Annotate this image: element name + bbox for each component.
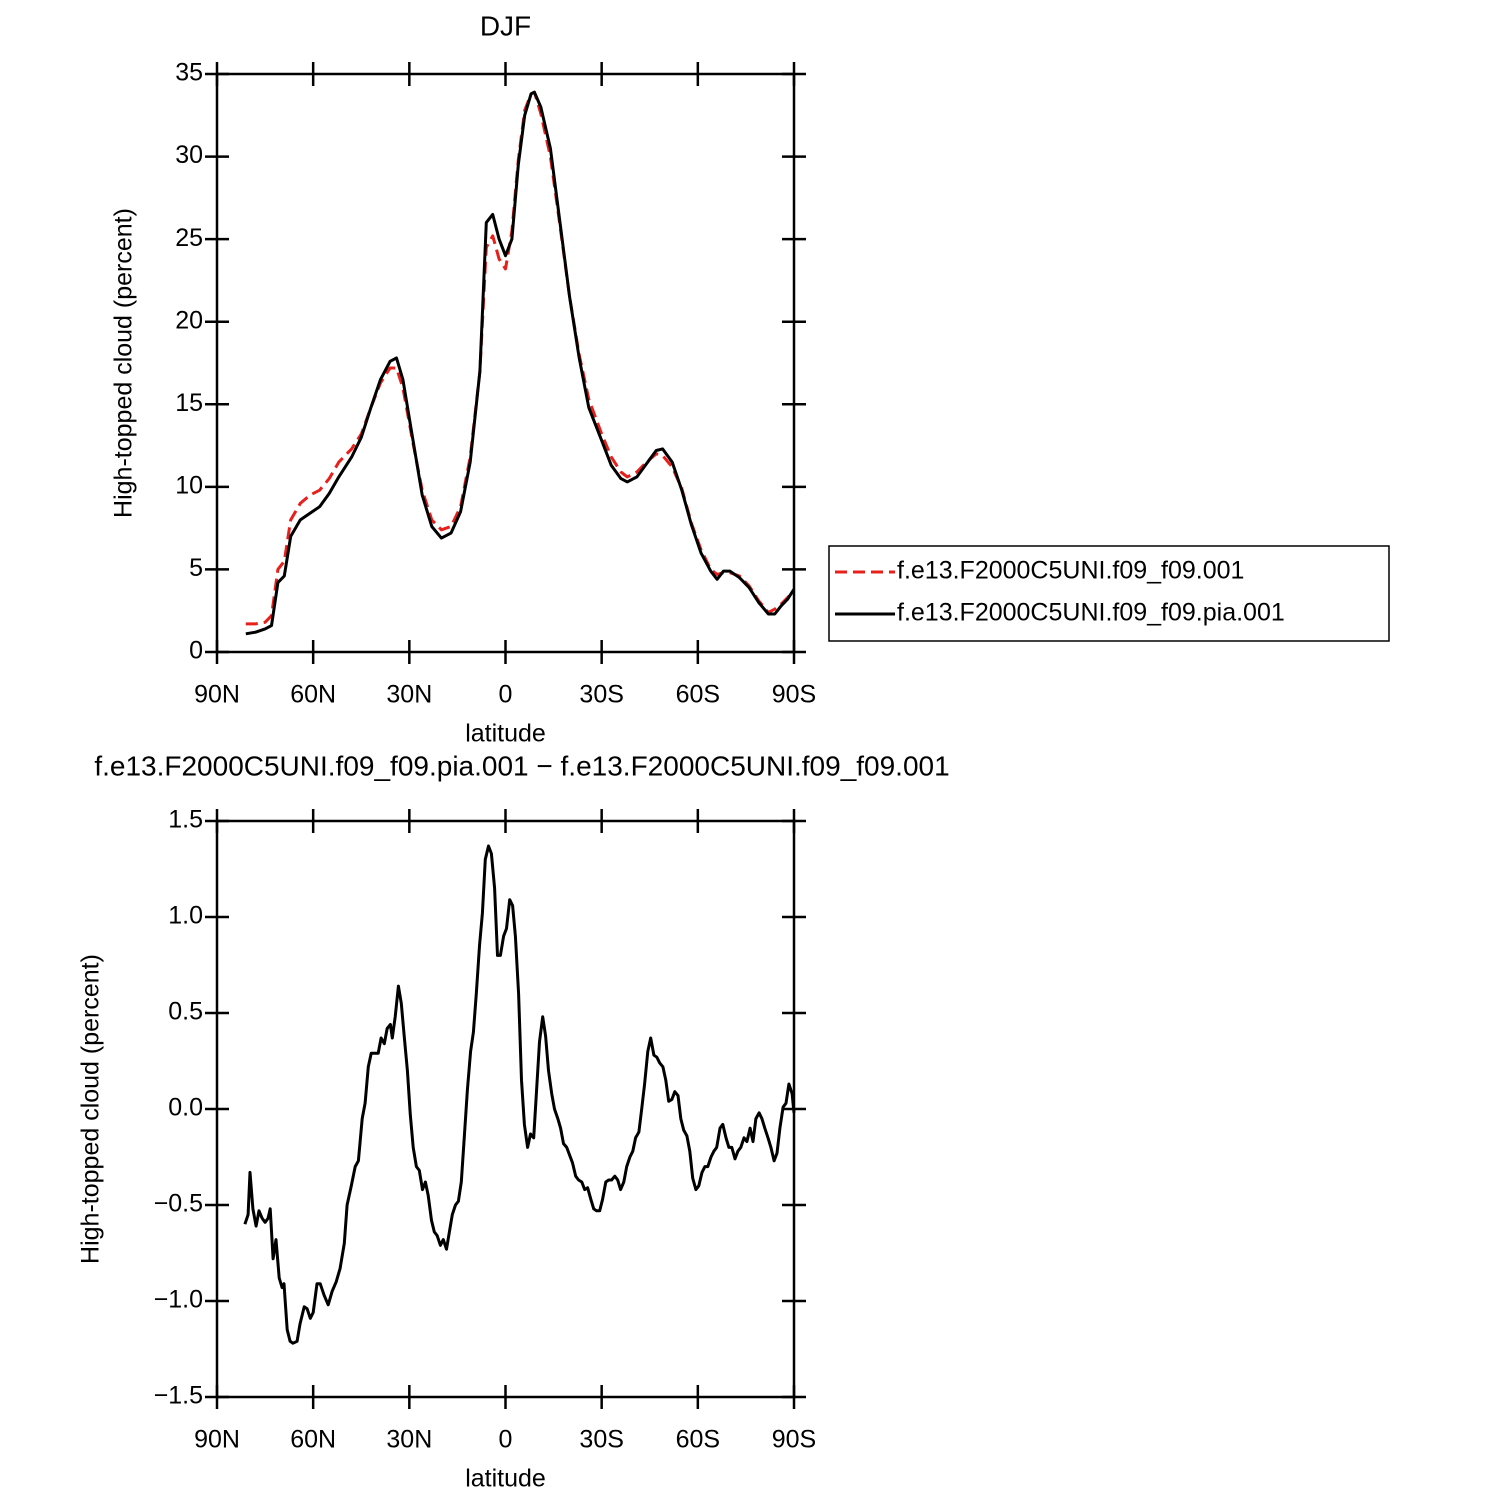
x-tick-label: 0 (499, 1426, 513, 1454)
x-tick-label: 30S (579, 681, 623, 709)
x-tick-label: 60N (290, 681, 336, 709)
x-tick-label: 30S (579, 1426, 623, 1454)
x-tick-label: 90N (194, 1426, 240, 1454)
data-line (245, 90, 796, 626)
y-tick-label: 15 (175, 389, 203, 417)
x-tick-label: 60N (290, 1426, 336, 1454)
y-tick-label: 35 (175, 59, 203, 87)
y-tick-label: −1.5 (154, 1382, 203, 1410)
x-tick-label: 60S (676, 681, 720, 709)
x-tick-label: 90S (772, 1426, 816, 1454)
x-tick-label: 0 (499, 681, 513, 709)
legend-label: f.e13.F2000C5UNI.f09_f09.pia.001 (897, 599, 1285, 627)
y-tick-label: 1.5 (168, 806, 203, 834)
y-axis-label: High-topped cloud (percent) (77, 954, 105, 1264)
x-tick-label: 90S (772, 681, 816, 709)
x-tick-label: 90N (194, 681, 240, 709)
y-tick-label: 5 (189, 554, 203, 582)
y-tick-label: 0 (189, 637, 203, 665)
y-axis-label: High-topped cloud (percent) (110, 208, 138, 518)
data-line (243, 844, 796, 1345)
x-tick-label: 30N (386, 1426, 432, 1454)
chart-title: DJF (480, 10, 531, 41)
y-tick-label: 20 (175, 306, 203, 334)
y-tick-label: 25 (175, 224, 203, 252)
y-tick-label: 1.0 (168, 902, 203, 930)
y-tick-label: −1.0 (154, 1286, 203, 1314)
plot-frame (215, 72, 796, 654)
y-tick-label: 30 (175, 141, 203, 169)
legend-box (828, 545, 1390, 642)
y-tick-label: 0.0 (168, 1094, 203, 1122)
y-tick-label: 0.5 (168, 998, 203, 1026)
y-tick-label: 10 (175, 471, 203, 499)
x-tick-label: 30N (386, 681, 432, 709)
x-axis-label: latitude (465, 720, 546, 748)
chart-title: f.e13.F2000C5UNI.f09_f09.pia.001 − f.e13… (94, 750, 949, 781)
plot-frame (215, 819, 796, 1399)
y-tick-label: −0.5 (154, 1190, 203, 1218)
data-line (245, 90, 796, 636)
legend-label: f.e13.F2000C5UNI.f09_f09.001 (897, 557, 1244, 585)
x-tick-label: 60S (676, 1426, 720, 1454)
x-axis-label: latitude (465, 1465, 546, 1493)
